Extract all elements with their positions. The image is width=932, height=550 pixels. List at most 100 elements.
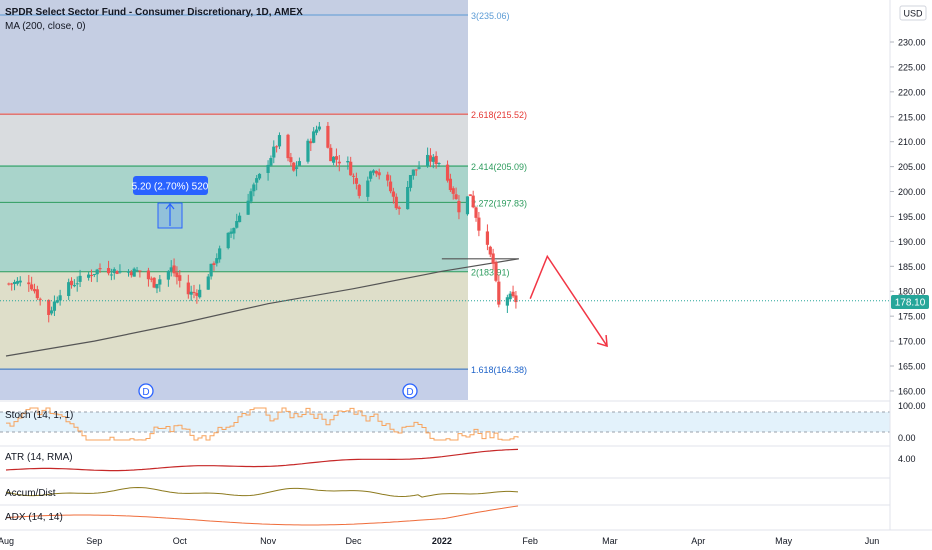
candle-body bbox=[494, 262, 498, 281]
candle-body bbox=[428, 155, 433, 162]
candle-body bbox=[69, 280, 74, 286]
candle-body bbox=[158, 279, 162, 285]
measure-tooltip bbox=[133, 176, 208, 195]
fib-label: 1.618(164.38) bbox=[471, 365, 527, 375]
atr-line bbox=[5, 448, 519, 472]
candle-body bbox=[309, 141, 313, 144]
price-tick-label: 225.00 bbox=[898, 62, 926, 72]
candle-body bbox=[55, 300, 59, 303]
price-tick-label: 185.00 bbox=[898, 262, 926, 272]
ma-indicator-label: MA (200, close, 0) bbox=[5, 21, 86, 32]
time-tick-label: Jun bbox=[865, 536, 880, 546]
candle-body bbox=[135, 270, 139, 272]
stoch-label: Stoch (14, 1, 1) bbox=[5, 410, 73, 421]
candle-body bbox=[511, 291, 515, 297]
candle-body bbox=[235, 221, 239, 228]
candle-body bbox=[357, 184, 361, 196]
candle-body bbox=[237, 215, 242, 223]
currency-label: USD bbox=[903, 9, 923, 19]
candle-body bbox=[326, 125, 330, 148]
candle-body bbox=[246, 200, 250, 215]
price-tick-label: 200.00 bbox=[898, 187, 926, 197]
price-tick-label: 195.00 bbox=[898, 212, 926, 222]
candle-body bbox=[329, 147, 333, 162]
time-tick-label: Sep bbox=[86, 536, 102, 546]
candle-body bbox=[92, 274, 96, 276]
price-tick-label: 190.00 bbox=[898, 237, 926, 247]
candle-body bbox=[18, 280, 22, 283]
dividend-marker-1[interactable]: D bbox=[138, 383, 154, 399]
time-tick-label: 2022 bbox=[432, 536, 452, 546]
candle-body bbox=[75, 283, 79, 285]
price-tick-label: 210.00 bbox=[898, 137, 926, 147]
price-axis-ticks: 230.00 225.00 220.00 215.00 210.00 205.00 200.… bbox=[890, 38, 926, 396]
candle-body bbox=[508, 293, 512, 300]
time-axis-ticks: Aug Sep Oct Nov Dec 2022 Feb Mar Apr May Jun bbox=[0, 536, 879, 546]
ma200-line bbox=[5, 258, 519, 357]
candle-body bbox=[394, 196, 398, 209]
candle-body bbox=[474, 207, 478, 218]
candle-body bbox=[445, 164, 450, 181]
candle-body bbox=[126, 271, 131, 273]
candle-body bbox=[346, 160, 350, 163]
fib-label: 2.414(205.09) bbox=[471, 162, 527, 172]
candle-body bbox=[351, 175, 356, 177]
candle-body bbox=[255, 178, 259, 183]
candle-body bbox=[294, 167, 299, 169]
candle-body bbox=[212, 263, 216, 265]
candle-body bbox=[272, 146, 276, 158]
candle-body bbox=[388, 181, 393, 192]
candle-body bbox=[67, 282, 71, 296]
current-price-badge bbox=[891, 295, 929, 309]
candle-body bbox=[146, 270, 151, 280]
time-tick-label: Mar bbox=[602, 536, 618, 546]
svg-text:D: D bbox=[406, 387, 413, 398]
price-axis[interactable] bbox=[890, 0, 932, 530]
candle-body bbox=[289, 157, 293, 163]
candle-body bbox=[89, 274, 94, 277]
candle-body bbox=[505, 297, 509, 306]
candle-body bbox=[417, 167, 421, 169]
candle-body bbox=[312, 131, 316, 143]
accum-label: Accum/Dist bbox=[5, 488, 56, 499]
projection-arrow[interactable] bbox=[529, 254, 608, 348]
candle-body bbox=[226, 232, 230, 249]
atr-label: ATR (14, RMA) bbox=[5, 452, 73, 463]
candle-body bbox=[454, 194, 458, 200]
candle-body bbox=[106, 268, 111, 274]
adx-line bbox=[5, 505, 519, 526]
arrow-head bbox=[596, 334, 608, 348]
price-tick-label: 170.00 bbox=[898, 337, 926, 347]
candle-body bbox=[431, 157, 435, 162]
candle-body bbox=[391, 191, 396, 197]
fib-zone-2 bbox=[0, 113, 468, 165]
candle-body bbox=[229, 231, 233, 234]
time-axis[interactable] bbox=[0, 530, 932, 550]
candle-body bbox=[47, 299, 51, 315]
candle-body bbox=[414, 169, 418, 171]
candle-body bbox=[87, 274, 91, 278]
adx-label: ADX (14, 14) bbox=[5, 512, 63, 523]
candle-body bbox=[465, 196, 470, 215]
candle-body bbox=[434, 155, 438, 164]
candle-body bbox=[215, 258, 219, 264]
candle-body bbox=[35, 289, 39, 299]
fib-label: 2(183.91) bbox=[471, 268, 510, 278]
dividend-marker-2[interactable]: D bbox=[402, 383, 418, 399]
price-tick-label: 175.00 bbox=[898, 312, 926, 322]
time-tick-label: Oct bbox=[173, 536, 188, 546]
candle-body bbox=[471, 195, 475, 208]
candle-body bbox=[149, 278, 153, 280]
candle-body bbox=[488, 246, 492, 255]
candle-body bbox=[448, 178, 452, 191]
candle-body bbox=[138, 270, 142, 272]
candle-body bbox=[206, 276, 210, 290]
candle-body bbox=[366, 180, 370, 197]
candle-body bbox=[411, 169, 415, 176]
candle-body bbox=[192, 291, 196, 293]
candle-body bbox=[275, 146, 279, 148]
candle-body bbox=[337, 161, 341, 164]
stoch-line bbox=[6, 407, 519, 441]
candle-body bbox=[166, 271, 170, 280]
